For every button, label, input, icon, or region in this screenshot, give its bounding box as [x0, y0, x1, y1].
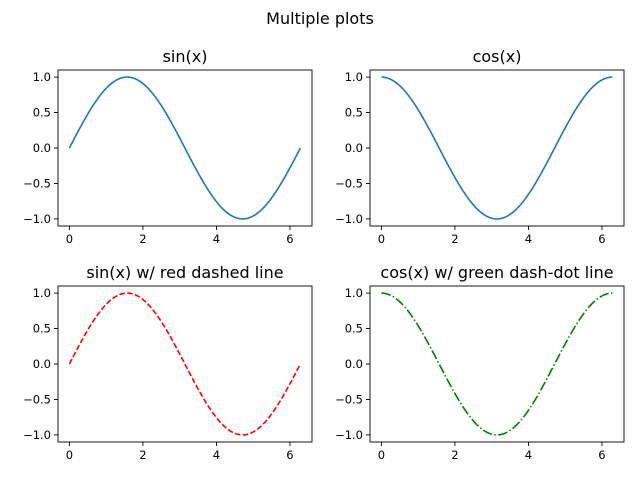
y-tick-label: 1.0: [33, 70, 51, 84]
y-tick-label: −1.0: [335, 212, 363, 226]
subplot-3: sin(x) w/ red dashed line 0 2 4 6 1.0 0.5 0.0 −0…: [23, 263, 313, 462]
y-tick-label: −0.5: [23, 392, 51, 406]
y-tick-label: 0.0: [33, 357, 51, 371]
subplot-title: cos(x) w/ green dash-dot line: [380, 263, 613, 282]
y-tick-label: 0.5: [345, 322, 363, 336]
y-tick-label: 0.5: [345, 106, 363, 120]
x-tick-label: 2: [451, 232, 458, 246]
x-tick-label: 4: [525, 232, 532, 246]
subplot-title: sin(x) w/ red dashed line: [86, 263, 283, 282]
x-tick-label: 0: [378, 232, 385, 246]
y-tick-label: 0.5: [33, 106, 51, 120]
subplot-title: sin(x): [163, 47, 208, 66]
y-tick-label: −0.5: [335, 176, 363, 190]
y-tick-label: 0.0: [33, 141, 51, 155]
x-tick-label: 2: [139, 232, 146, 246]
x-tick-label: 0: [66, 232, 73, 246]
y-tick-label: 0.0: [345, 141, 363, 155]
subplot-title: cos(x): [473, 47, 522, 66]
series-line: [68, 292, 302, 436]
y-tick-label: −1.0: [335, 428, 363, 442]
y-tick-label: 1.0: [345, 70, 363, 84]
y-tick-label: 1.0: [33, 286, 51, 300]
x-tick-label: 6: [286, 448, 293, 462]
x-tick-label: 4: [213, 232, 220, 246]
x-tick-label: 2: [139, 448, 146, 462]
x-tick-label: 0: [378, 448, 385, 462]
x-tick-label: 6: [286, 232, 293, 246]
x-tick-label: 6: [598, 232, 605, 246]
x-tick-label: 4: [525, 448, 532, 462]
axes-frame: [57, 285, 313, 443]
y-tick-label: 0.0: [345, 357, 363, 371]
subplot-grid: sin(x) 0 2 4 6 1.0 0.5 0.0 −0.5 −1.0 cos(x) 0 2 4 6 1.0…: [23, 47, 625, 462]
series-line: [381, 292, 613, 436]
subplot-4: cos(x) w/ green dash-dot line 0 2 4 6 1.0 0.5 0…: [335, 263, 625, 462]
y-tick-label: −0.5: [335, 392, 363, 406]
subplot-1: sin(x) 0 2 4 6 1.0 0.5 0.0 −0.5 −1.0: [23, 47, 313, 246]
y-tick-label: −0.5: [23, 176, 51, 190]
y-tick-label: 1.0: [345, 286, 363, 300]
y-tick-label: −1.0: [23, 428, 51, 442]
x-tick-label: 4: [213, 448, 220, 462]
y-tick-label: 0.5: [33, 322, 51, 336]
x-tick-label: 6: [598, 448, 605, 462]
y-tick-label: −1.0: [23, 212, 51, 226]
series-line: [68, 76, 302, 220]
series-line: [381, 76, 613, 220]
figure-suptitle: Multiple plots: [266, 9, 374, 28]
x-tick-label: 0: [66, 448, 73, 462]
subplot-2: cos(x) 0 2 4 6 1.0 0.5 0.0 −0.5 −1.0: [335, 47, 625, 246]
x-tick-label: 2: [451, 448, 458, 462]
